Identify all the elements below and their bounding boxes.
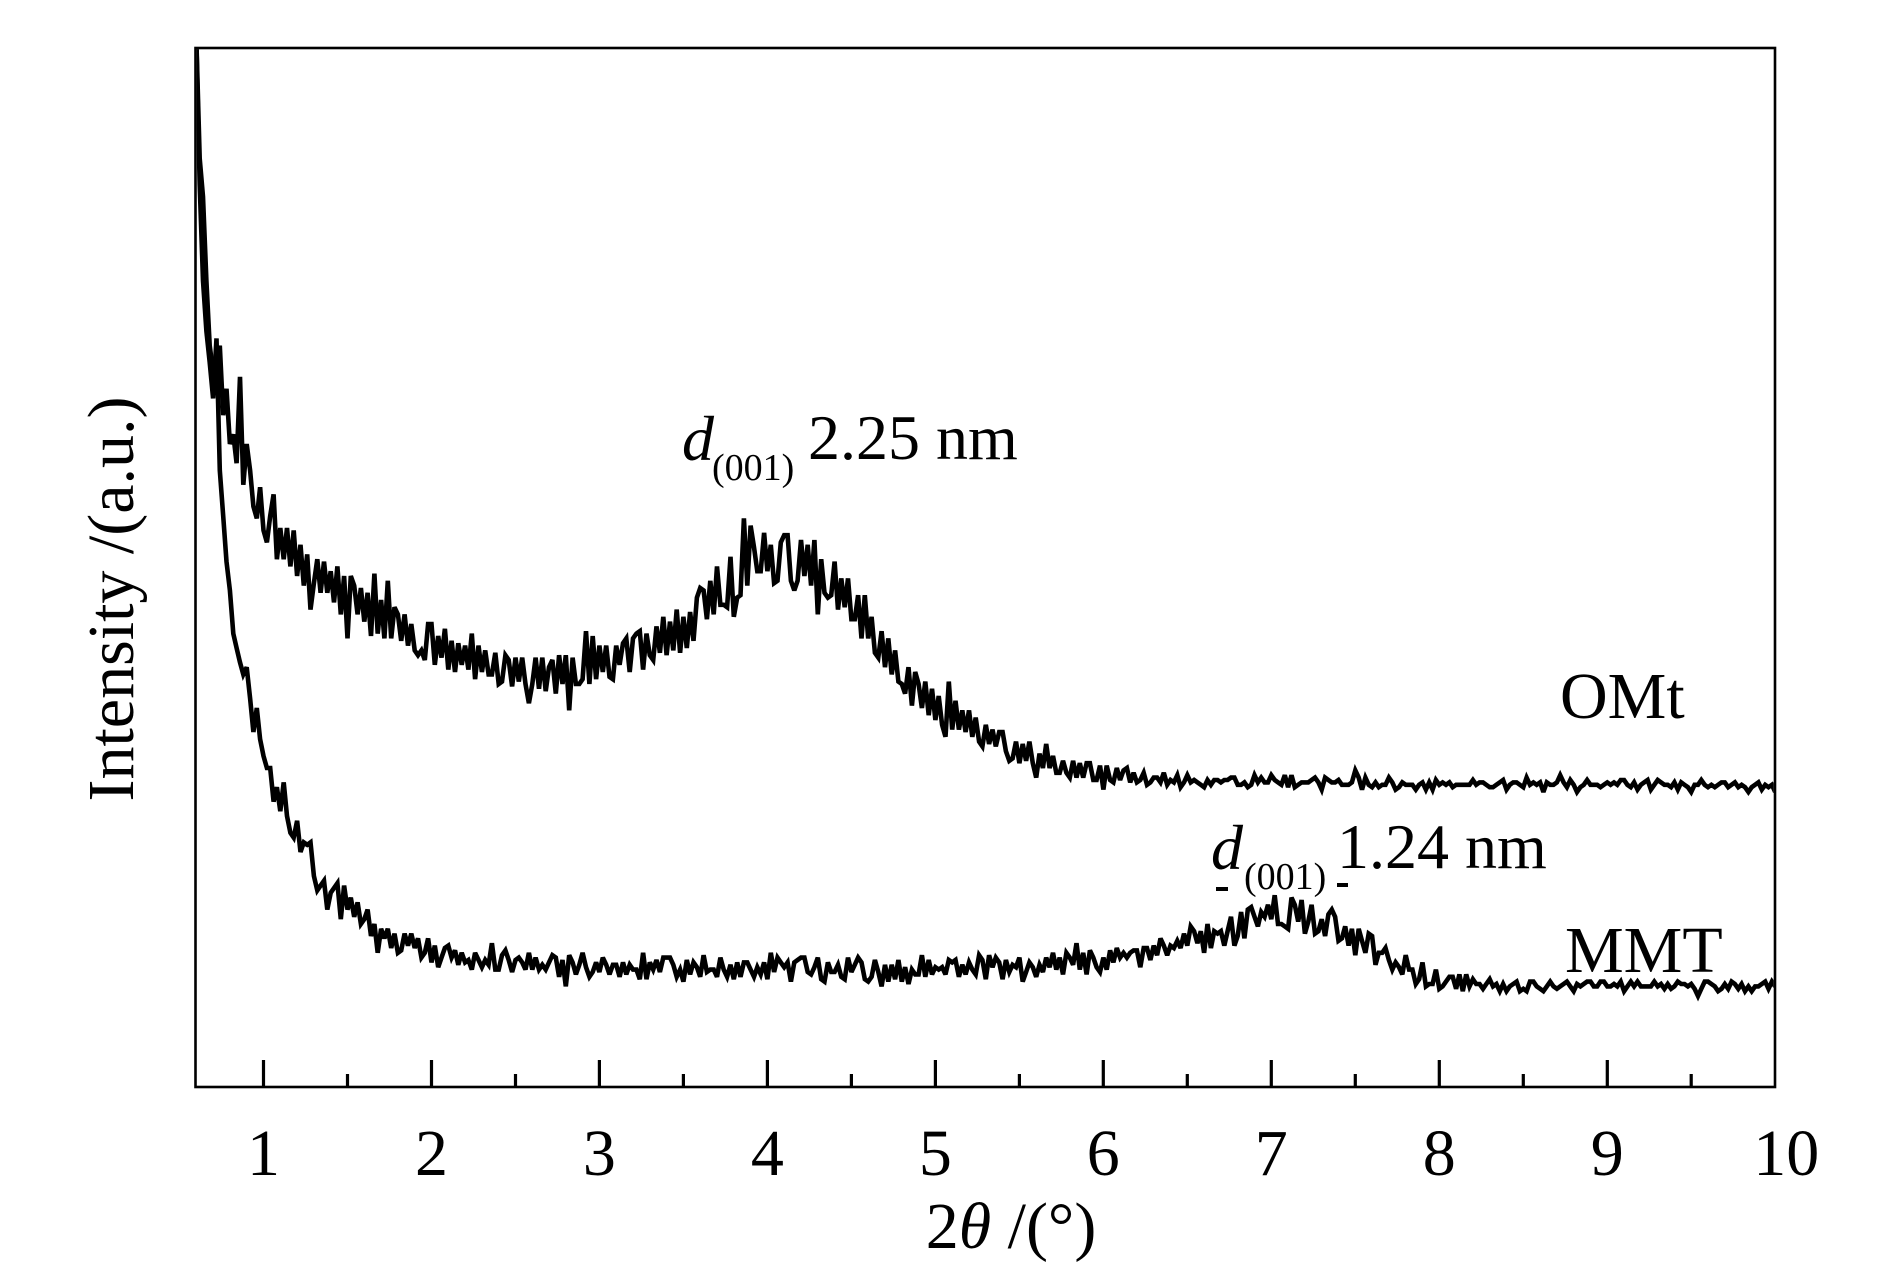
svg-text:d: d <box>1211 812 1244 883</box>
svg-text:1.24 nm: 1.24 nm <box>1337 811 1547 882</box>
svg-text:9: 9 <box>1591 1117 1624 1190</box>
svg-text:2.25 nm: 2.25 nm <box>808 402 1018 473</box>
svg-text:8: 8 <box>1423 1117 1456 1190</box>
svg-text:2θ /(°): 2θ /(°) <box>926 1190 1097 1263</box>
svg-text:Intensity /(a.u.): Intensity /(a.u.) <box>75 396 148 801</box>
svg-text:10: 10 <box>1753 1117 1819 1190</box>
svg-text:4: 4 <box>751 1117 784 1190</box>
svg-text:d: d <box>682 403 715 474</box>
svg-text:(001): (001) <box>712 447 794 489</box>
svg-text:3: 3 <box>583 1117 616 1190</box>
svg-text:OMt: OMt <box>1560 660 1685 733</box>
svg-text:2: 2 <box>415 1117 448 1190</box>
svg-text:1: 1 <box>247 1117 280 1190</box>
svg-text:(001): (001) <box>1244 856 1326 898</box>
svg-text:5: 5 <box>919 1117 952 1190</box>
svg-text:MMT: MMT <box>1565 914 1723 987</box>
svg-text:7: 7 <box>1255 1117 1288 1190</box>
svg-text:6: 6 <box>1087 1117 1120 1190</box>
